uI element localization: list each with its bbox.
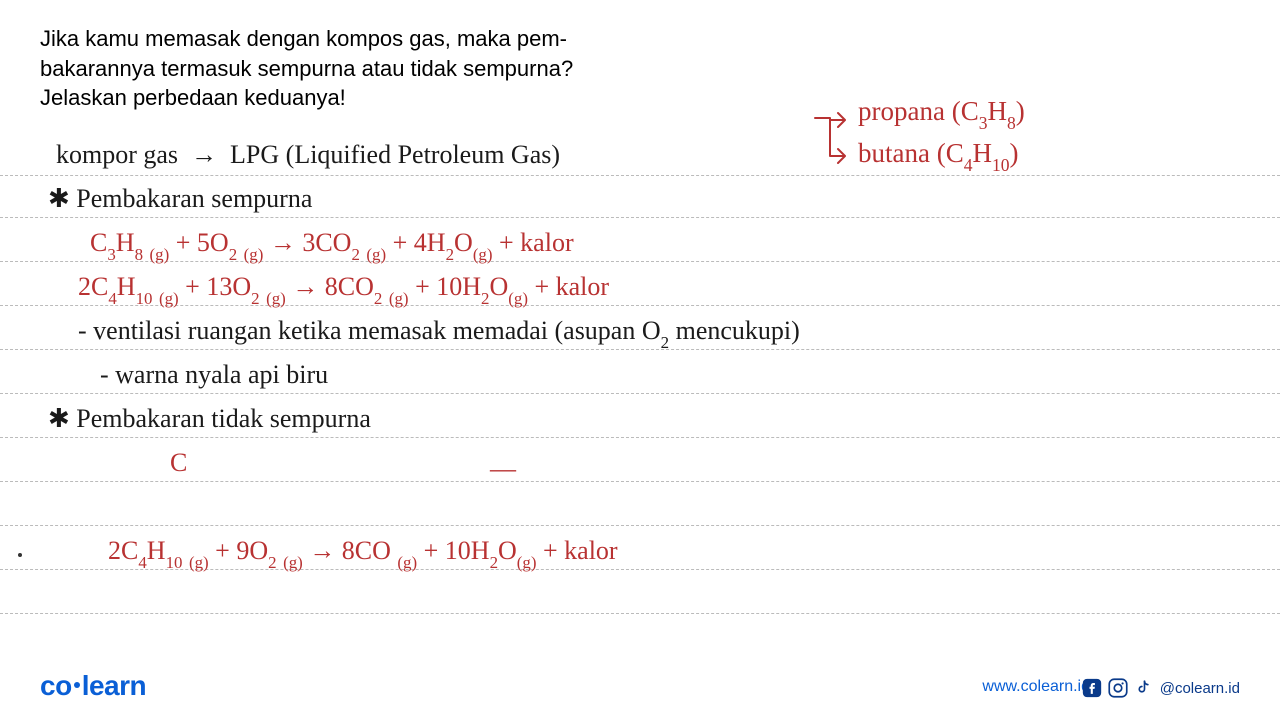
- tiktok-icon: [1134, 678, 1152, 698]
- footer: colearn www.colearn.id @colearn.id: [0, 662, 1280, 702]
- rule-line: [0, 613, 1280, 614]
- hand-ventilasi: - ventilasi ruangan ketika memasak memad…: [78, 316, 800, 350]
- rule-line: [0, 393, 1280, 394]
- instagram-icon: [1108, 678, 1128, 698]
- social-group: @colearn.id: [1082, 678, 1240, 698]
- logo-learn: learn: [82, 670, 146, 701]
- rule-line: [0, 217, 1280, 218]
- logo: colearn: [40, 670, 146, 702]
- hand-eq3-c: C: [170, 448, 187, 478]
- question-line: Jika kamu memasak dengan kompos gas, mak…: [40, 24, 573, 54]
- hand-sempurna-title: ✱ Pembakaran sempurna: [48, 184, 312, 214]
- rule-line: [0, 175, 1280, 176]
- rule-line: [0, 437, 1280, 438]
- logo-co: co: [40, 670, 72, 701]
- hand-kompor: kompor gas → LPG (Liquified Petroleum Ga…: [56, 140, 560, 170]
- rule-line: [0, 481, 1280, 482]
- hand-eq2: 2C4H10 (g) + 13O2 (g) → 8CO2 (g) + 10H2O…: [78, 272, 609, 306]
- annotation-butana: butana (C4H10): [858, 138, 1019, 173]
- question-text: Jika kamu memasak dengan kompos gas, mak…: [40, 24, 573, 113]
- facebook-icon: [1082, 678, 1102, 698]
- margin-dot: [18, 553, 22, 557]
- hand-eq4: 2C4H10 (g) + 9O2 (g) → 8CO (g) + 10H2O(g…: [108, 536, 618, 570]
- question-line: Jelaskan perbedaan keduanya!: [40, 83, 573, 113]
- rule-line: [0, 525, 1280, 526]
- hand-tidak-title: ✱ Pembakaran tidak sempurna: [48, 404, 371, 434]
- hand-warna: - warna nyala api biru: [100, 360, 328, 390]
- footer-url: www.colearn.id: [982, 678, 1090, 696]
- logo-dot-icon: [74, 682, 80, 688]
- annotation-propana: propana (C3H8): [858, 96, 1025, 131]
- question-line: bakarannya termasuk sempurna atau tidak …: [40, 54, 573, 84]
- hand-eq1: C3H8 (g) + 5O2 (g) → 3CO2 (g) + 4H2O(g) …: [90, 228, 574, 262]
- social-handle: @colearn.id: [1160, 680, 1240, 697]
- hand-eq3-dash: —: [490, 454, 516, 484]
